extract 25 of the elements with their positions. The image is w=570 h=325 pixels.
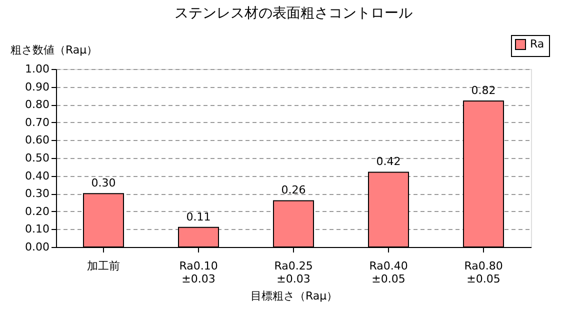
y-tick-label: 0.40 xyxy=(25,169,50,182)
y-tick-label: 0.30 xyxy=(25,187,50,200)
x-tick-label: 加工前 xyxy=(87,260,120,272)
y-tick-label: 0.60 xyxy=(25,134,50,147)
data-label: 0.26 xyxy=(281,184,306,197)
y-axis-title: 粗さ数値（Raμ） xyxy=(10,44,98,56)
y-tick-label: 0.20 xyxy=(25,204,50,218)
data-label: 0.30 xyxy=(91,176,116,190)
y-tick-label: 0.10 xyxy=(25,222,50,236)
data-label: 0.42 xyxy=(376,155,401,168)
y-tick-label: 0.50 xyxy=(25,152,50,164)
x-axis-title: 目標粗さ（Raμ） xyxy=(250,290,338,302)
x-tick-label: Ra0.80 ±0.05 xyxy=(464,260,503,286)
x-tick-label: Ra0.40 ±0.05 xyxy=(369,260,408,286)
y-tick-label: 0.00 xyxy=(25,240,50,254)
y-tick-label: 0.80 xyxy=(25,98,50,112)
x-tick-label: Ra0.25 ±0.03 xyxy=(274,260,313,286)
data-label: 0.82 xyxy=(471,84,496,98)
x-tick-label: Ra0.10 ±0.03 xyxy=(179,260,218,286)
y-tick-label: 0.70 xyxy=(25,116,50,129)
y-tick-label: 1.00 xyxy=(25,62,50,76)
legend-label: Ra xyxy=(530,38,544,50)
y-tick-label: 0.90 xyxy=(25,80,50,94)
data-label: 0.11 xyxy=(186,210,211,224)
chart-title: ステンレス材の表面粗さコントロール xyxy=(174,6,412,22)
